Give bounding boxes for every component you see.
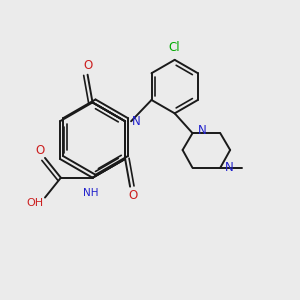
Text: OH: OH bbox=[26, 197, 44, 208]
Text: O: O bbox=[128, 189, 138, 202]
Text: O: O bbox=[83, 59, 92, 72]
Text: Cl: Cl bbox=[169, 41, 181, 55]
Text: N: N bbox=[132, 115, 141, 128]
Text: N: N bbox=[225, 161, 234, 174]
Text: N: N bbox=[197, 124, 206, 137]
Text: NH: NH bbox=[83, 188, 98, 198]
Text: O: O bbox=[35, 143, 45, 157]
